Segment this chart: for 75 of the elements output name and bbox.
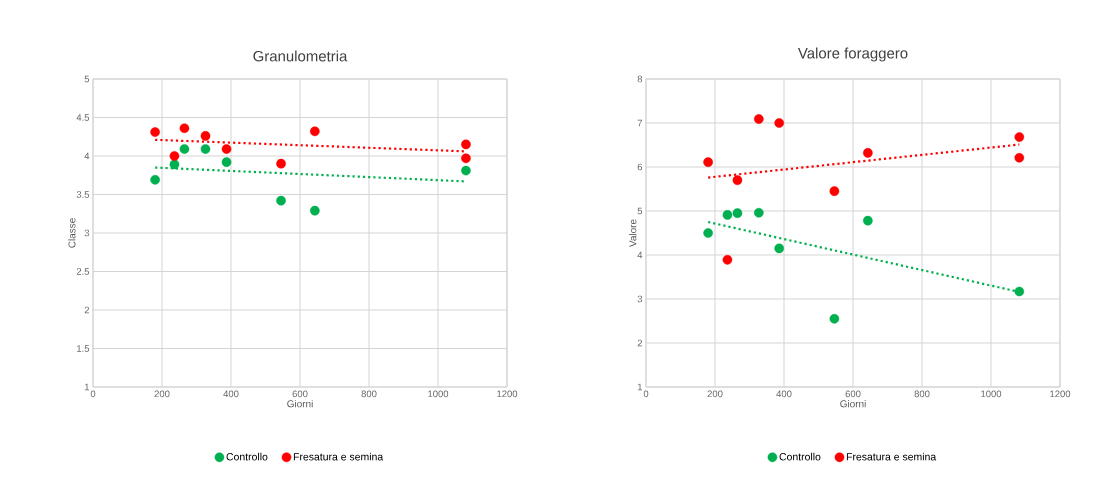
legend-label: Fresatura e semina (846, 452, 937, 461)
x-tick-label: 800 (361, 390, 377, 398)
point (829, 186, 840, 196)
legend-label: Controllo (226, 452, 268, 461)
legend-label: Fresatura e semina (293, 452, 384, 461)
point (722, 255, 733, 265)
y-tick-label: 7 (637, 119, 643, 127)
point (461, 165, 471, 176)
y-tick-label: 3 (84, 229, 90, 237)
point (179, 123, 190, 134)
x-tick-label: 200 (154, 390, 170, 398)
y-tick-label: 8 (637, 75, 643, 83)
point (310, 205, 320, 216)
point (179, 144, 190, 154)
point (200, 131, 211, 141)
point (732, 208, 743, 218)
point (722, 210, 733, 220)
x-tick-label: 400 (223, 390, 239, 398)
y-tick-label: 3 (637, 295, 643, 303)
x-tick-label: 600 (292, 390, 308, 398)
point (276, 158, 286, 169)
y-tick-label: 3.5 (76, 191, 90, 198)
point (461, 153, 471, 164)
point (169, 159, 180, 170)
y-tick-label: 1.5 (77, 345, 90, 352)
y-tick-label: 6 (637, 163, 643, 171)
y-tick-label: 2.5 (76, 268, 90, 275)
point (461, 139, 471, 150)
x-axis-title: Giorni (840, 400, 866, 408)
y-axis-title: Classe (68, 218, 76, 248)
x-tick-label: 1200 (497, 390, 518, 398)
x-axis-title: Giorni (287, 400, 313, 408)
point (774, 118, 784, 128)
point (221, 157, 232, 167)
x-tick-label: 0 (643, 390, 649, 398)
x-tick-label: 1200 (1050, 390, 1071, 398)
point (150, 127, 160, 137)
point (1014, 286, 1025, 297)
y-tick-label: 5 (84, 75, 90, 83)
y-tick-label: 1 (84, 383, 90, 391)
x-tick-label: 200 (707, 390, 723, 398)
y-tick-label: 4.5 (76, 114, 90, 121)
chart-title: Granulometria (253, 50, 348, 62)
y-tick-label: 2 (637, 339, 643, 347)
point (200, 144, 211, 154)
x-tick-label: 1000 (428, 390, 449, 398)
y-tick-label: 1 (637, 383, 643, 391)
point (863, 148, 873, 158)
y-tick-label: 5 (637, 207, 643, 215)
point (169, 151, 180, 161)
point (703, 228, 713, 238)
x-tick-label: 600 (845, 390, 861, 398)
x-tick-label: 0 (90, 390, 96, 398)
y-tick-label: 2 (84, 306, 90, 314)
legend-label: Controllo (779, 452, 821, 461)
point (1014, 132, 1025, 142)
point (150, 175, 160, 185)
y-axis-title: Valore (629, 219, 637, 247)
y-tick-label: 4 (637, 251, 643, 259)
x-tick-label: 1000 (981, 390, 1002, 398)
x-tick-label: 400 (776, 390, 792, 398)
point (829, 313, 840, 324)
chart-title: Valore foraggero (797, 47, 908, 62)
point (221, 144, 232, 154)
y-tick-label: 4 (84, 152, 90, 160)
point (1014, 152, 1025, 163)
point (703, 157, 713, 167)
point (310, 126, 320, 137)
point (732, 175, 743, 185)
point (774, 243, 784, 254)
x-tick-label: 800 (914, 390, 930, 398)
point (754, 114, 764, 124)
point (276, 195, 286, 206)
point (863, 215, 873, 226)
point (754, 207, 764, 218)
